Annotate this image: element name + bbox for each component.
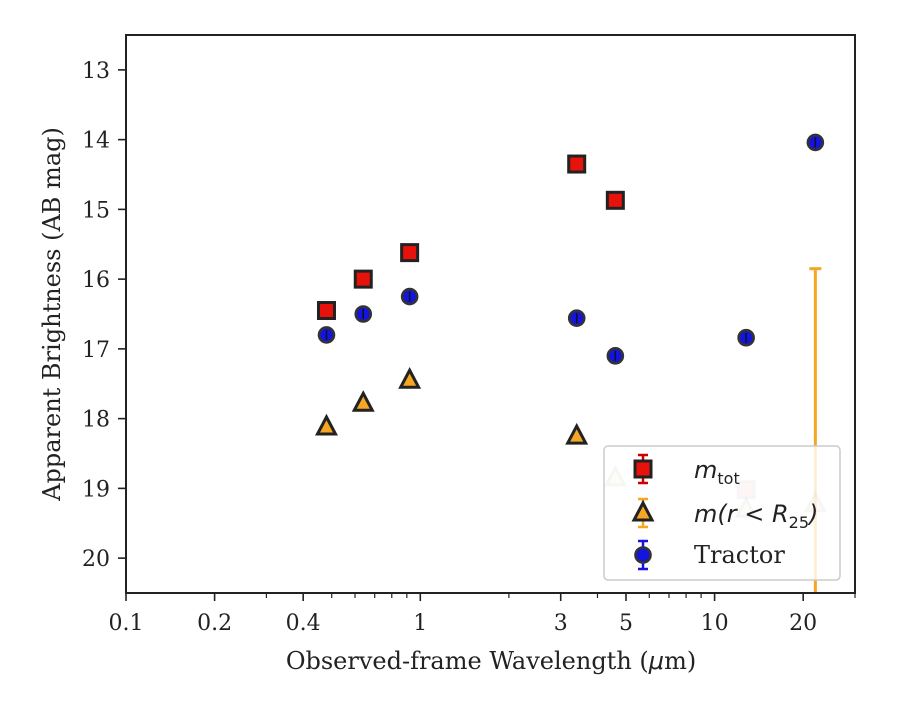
legend-marker-tractor bbox=[634, 546, 652, 564]
y-tick-label: 15 bbox=[82, 198, 110, 223]
y-tick-label: 16 bbox=[82, 268, 110, 293]
mtot-point bbox=[353, 269, 373, 289]
x-axis-title-mu: μ bbox=[648, 647, 664, 675]
y-tick-label: 19 bbox=[82, 477, 110, 502]
legend-label-mtot: mtot bbox=[694, 456, 740, 488]
legend-marker-mtot bbox=[633, 459, 653, 479]
x-tick-label: 3 bbox=[554, 611, 568, 636]
x-tick-label: 0.1 bbox=[109, 611, 144, 636]
x-axis-title: Observed-frame Wavelength (μm) bbox=[286, 647, 696, 675]
x-tick-label: 5 bbox=[619, 611, 633, 636]
x-axis-title-suffix: m) bbox=[664, 647, 696, 675]
legend-swatches bbox=[631, 453, 655, 571]
legend-label-tractor: Tractor bbox=[694, 541, 785, 569]
x-tick-label: 1 bbox=[413, 611, 427, 636]
y-tick-label: 18 bbox=[82, 408, 110, 433]
x-tick-label: 0.4 bbox=[286, 611, 321, 636]
legend-box bbox=[603, 445, 841, 581]
x-tick-label: 20 bbox=[789, 611, 817, 636]
mtot-point bbox=[400, 243, 420, 263]
y-tick-label: 14 bbox=[82, 129, 110, 154]
mtot-point bbox=[605, 190, 625, 210]
y-tick-label: 13 bbox=[82, 59, 110, 84]
y-tick-label: 17 bbox=[82, 338, 110, 363]
mr25-point bbox=[314, 413, 338, 436]
legend-swatch-mr25 bbox=[631, 497, 655, 529]
mr25-point bbox=[398, 367, 422, 389]
mtot-point bbox=[316, 301, 336, 321]
legend-marker-mr25 bbox=[631, 499, 655, 522]
mr25-point bbox=[565, 422, 589, 445]
legend-swatch-tractor bbox=[634, 539, 652, 571]
plot-frame bbox=[125, 34, 856, 594]
x-tick-label: 0.2 bbox=[197, 611, 232, 636]
y-axis-title: Apparent Brightness (AB mag) bbox=[38, 127, 66, 502]
legend-swatch-mtot bbox=[633, 453, 653, 485]
legend: mtot m(r < R25) Tractor bbox=[603, 445, 841, 581]
mtot-point bbox=[567, 154, 587, 174]
x-tick-label: 10 bbox=[701, 611, 729, 636]
legend-label-mr25: m(r < R25) bbox=[694, 500, 818, 532]
x-axis-title-prefix: Observed-frame Wavelength ( bbox=[286, 647, 649, 675]
y-tick-label: 20 bbox=[82, 547, 110, 572]
mr25-point bbox=[351, 390, 375, 412]
